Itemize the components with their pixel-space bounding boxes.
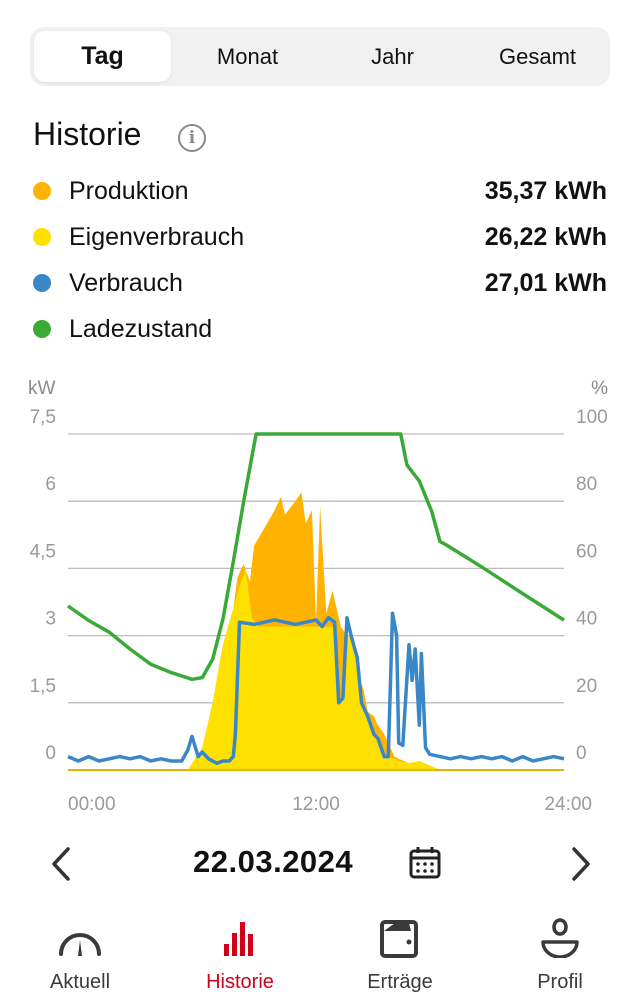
bar-chart-icon (224, 922, 253, 956)
tab-monat[interactable]: Monat (216, 43, 279, 69)
nav-label: Profil (537, 971, 583, 993)
nav-label: Aktuell (49, 971, 111, 993)
nav-label: Erträge (367, 971, 433, 993)
x-tick-label: 00:00 (68, 794, 116, 815)
calendar-icon[interactable] (408, 846, 442, 880)
legend-value: 27,01 kWh (484, 268, 607, 297)
right-tick-label: 60 (576, 541, 597, 562)
left-tick-label: 0 (45, 743, 56, 764)
legend-label: Eigenverbrauch (69, 222, 245, 251)
right-tick-label: 100 (576, 407, 608, 428)
date-navigation: 22.03.2024 (0, 838, 640, 888)
right-axis-unit: % (591, 378, 608, 399)
info-icon[interactable]: i (178, 124, 206, 152)
legend-dot (33, 182, 51, 200)
wallet-icon (380, 920, 418, 958)
nav-label: Historie (206, 971, 274, 993)
left-tick-label: 1,5 (30, 676, 56, 697)
series-eigenverbrauch-area (68, 568, 564, 770)
chevron-right-icon[interactable] (568, 846, 594, 882)
legend-dot (33, 228, 51, 246)
tab-tag[interactable]: Tag (34, 31, 171, 82)
legend-produktion: Produktion 35,37 kWh (33, 171, 607, 211)
nav-aktuell[interactable]: Aktuell (0, 918, 160, 994)
left-tick-label: 4,5 (30, 541, 56, 562)
legend-label: Verbrauch (69, 268, 183, 297)
legend-value: 26,22 kWh (484, 222, 607, 251)
right-tick-label: 40 (576, 609, 597, 630)
legend-value: 35,37 kWh (484, 176, 607, 205)
date-label[interactable]: 22.03.2024 (193, 844, 354, 879)
left-tick-label: 3 (45, 609, 56, 630)
legend-verbrauch: Verbrauch 27,01 kWh (33, 263, 607, 303)
profile-icon (541, 918, 579, 959)
left-tick-label: 7,5 (30, 407, 56, 428)
nav-ertraege[interactable]: Erträge (320, 918, 480, 994)
chevron-left-icon[interactable] (48, 846, 74, 882)
legend-label: Ladezustand (69, 314, 213, 343)
gauge-icon (59, 933, 101, 956)
legend-ladezustand: Ladezustand (33, 309, 607, 349)
right-tick-label: 20 (576, 676, 597, 697)
x-tick-label: 24:00 (544, 794, 592, 815)
legend-eigenverbrauch: Eigenverbrauch 26,22 kWh (33, 217, 607, 257)
x-tick-label: 12:00 (292, 794, 340, 815)
legend-dot (33, 274, 51, 292)
nav-profil[interactable]: Profil (480, 918, 640, 994)
history-chart[interactable]: kW % 0 0 1,5 20 3 40 4,5 60 6 80 7,5 100 00:00 12:00 2… (0, 370, 640, 830)
left-tick-label: 6 (45, 474, 56, 495)
legend-dot (33, 320, 51, 338)
tab-jahr[interactable]: Jahr (371, 43, 414, 69)
legend-label: Produktion (69, 176, 189, 205)
page-title: Historie (33, 116, 142, 152)
tab-gesamt[interactable]: Gesamt (498, 43, 577, 69)
series-ladezustand-line (66, 432, 565, 682)
right-tick-label: 80 (576, 474, 597, 495)
left-axis-unit: kW (28, 378, 56, 399)
series-verbrauch-line (67, 611, 565, 766)
nav-historie[interactable]: Historie (160, 918, 320, 994)
period-tabs: Tag Monat Jahr Gesamt (30, 27, 610, 86)
right-tick-label: 0 (576, 743, 587, 764)
